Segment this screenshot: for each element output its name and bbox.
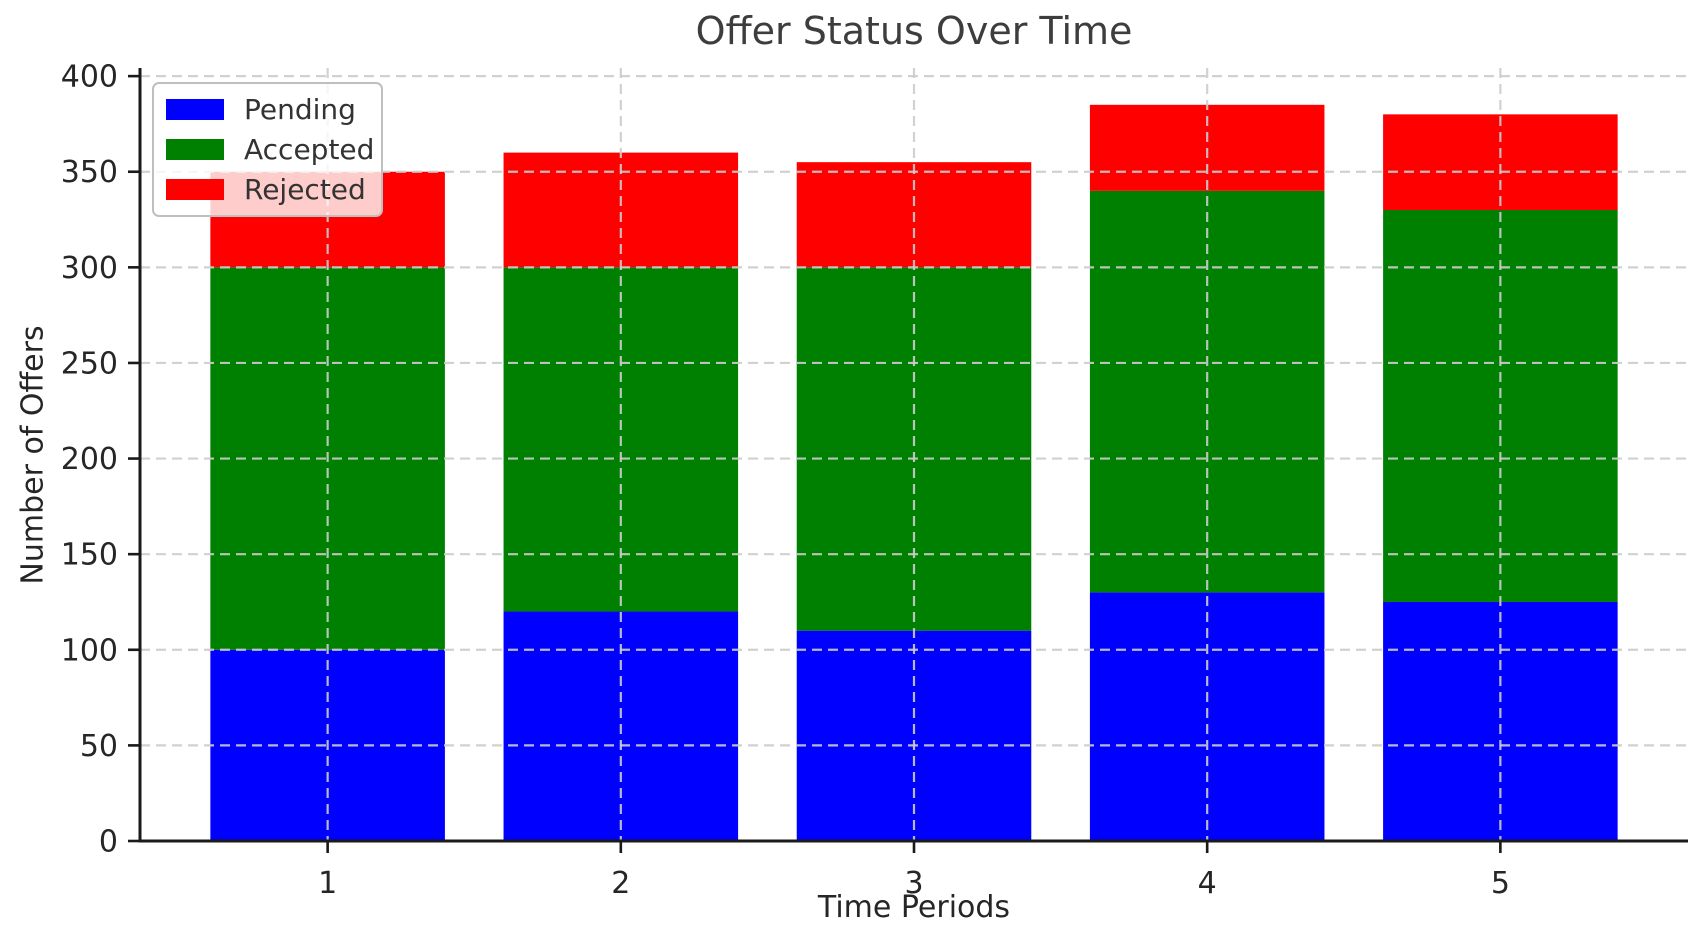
legend-label-pending: Pending: [244, 93, 356, 127]
y-tick-label-50: 50: [80, 729, 118, 764]
chart-title: Offer Status Over Time: [695, 9, 1133, 53]
x-tick-label-1: 1: [318, 866, 337, 901]
pending-swatch-icon: [166, 99, 224, 121]
legend-item-pending: Pending: [166, 93, 375, 126]
x-tick-label-5: 5: [1491, 866, 1510, 901]
y-tick-label-0: 0: [99, 825, 118, 860]
x-axis-label: Time Periods: [817, 890, 1011, 925]
legend-item-rejected: Rejected: [166, 173, 375, 206]
y-tick-label-400: 400: [61, 60, 118, 95]
y-tick-label-300: 300: [61, 251, 118, 286]
legend-label-rejected: Rejected: [244, 172, 366, 206]
y-tick-label-200: 200: [61, 442, 118, 477]
bar-segment-rejected-5: [1383, 114, 1618, 210]
y-tick-label-150: 150: [61, 538, 118, 573]
rejected-swatch-icon: [166, 178, 224, 200]
y-tick-label-350: 350: [61, 155, 118, 190]
legend: Pending Accepted Rejected: [152, 82, 383, 217]
accepted-swatch-icon: [166, 138, 224, 160]
y-tick-label-100: 100: [61, 633, 118, 668]
bar-segment-pending-5: [1383, 601, 1618, 841]
x-tick-label-2: 2: [611, 866, 630, 901]
x-tick-label-4: 4: [1198, 866, 1217, 901]
x-tick-label-3: 3: [904, 866, 923, 901]
y-tick-label-250: 250: [61, 346, 118, 381]
bar-segment-accepted-3: [796, 267, 1032, 631]
legend-label-accepted: Accepted: [244, 132, 375, 166]
legend-item-accepted: Accepted: [166, 133, 375, 166]
